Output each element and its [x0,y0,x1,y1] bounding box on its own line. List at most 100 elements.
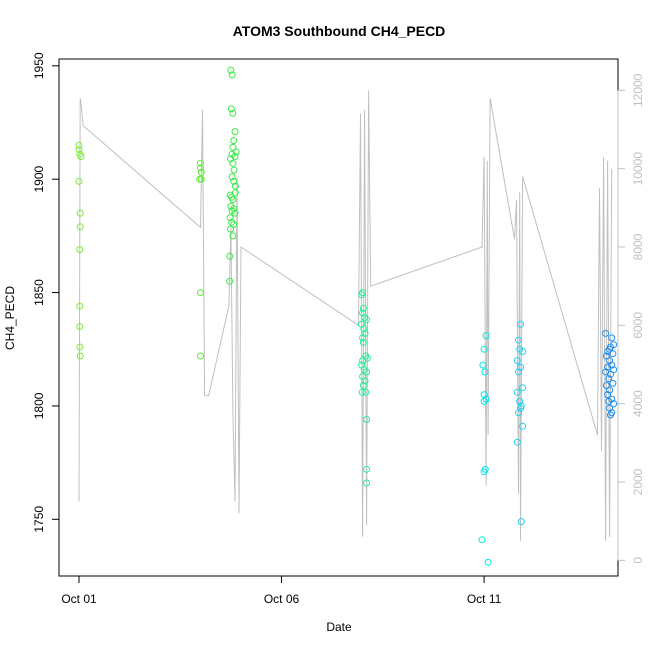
data-point [482,395,490,403]
data-point [228,71,236,79]
data-point [231,182,239,190]
data-point [606,357,614,365]
data-point [602,382,610,389]
data-point [76,223,84,231]
data-point [516,397,524,405]
data-point [230,137,238,145]
y2-tick-label: 2000 [631,468,645,495]
data-point [227,66,235,74]
data-point [519,422,527,430]
data-point [517,518,525,526]
y-axis-right: 0 2000 4000 6000 8000 10000 12000 [617,73,645,564]
data-point [602,329,610,337]
data-point [75,141,83,149]
data-point [75,177,83,185]
data-point [75,146,83,154]
data-point [482,332,490,340]
x-axis-label: Date [326,620,352,634]
y-tick-label: 1750 [32,506,46,533]
data-point [513,357,521,365]
y-tick-label: 1950 [32,52,46,79]
data-point [605,375,613,383]
y2-tick-label: 0 [631,557,645,564]
data-point [363,368,371,376]
data-point [231,209,239,217]
data-point [76,209,84,217]
data-point [197,168,205,176]
y-axis-label: CH4_PECD [3,286,17,350]
data-point [226,277,234,285]
data-point [517,404,524,412]
data-point [229,109,237,117]
data-point [513,438,521,446]
data-point [226,214,234,222]
data-point [515,368,522,376]
data-point [359,304,367,312]
y2-tick-label: 12000 [631,73,645,107]
data-point [363,416,371,423]
data-point [610,366,618,374]
data-point [230,205,238,213]
data-point [359,338,367,346]
data-point [519,348,527,355]
data-point [229,159,237,167]
data-point [604,363,612,371]
plot-frame [58,58,619,577]
data-point [361,377,369,385]
data-point [77,153,85,160]
data-point [358,291,366,299]
data-point [227,225,234,233]
data-point [197,289,204,297]
data-point [513,388,521,396]
data-point [363,479,371,487]
data-point [226,252,234,260]
data-point [76,302,84,310]
x-tick-label: Oct 06 [264,592,300,606]
data-point [515,336,522,344]
data-point [230,221,238,228]
data-point [606,345,614,353]
data-point [359,357,367,365]
data-point [606,386,614,394]
data-point [610,400,618,408]
scatter-series [75,66,618,566]
data-point [76,352,84,360]
data-point [479,361,487,369]
data-point [76,246,84,253]
x-axis: Oct 01 Oct 06 Oct 11 [61,575,502,606]
y2-tick-label: 10000 [631,152,645,186]
data-point [484,558,492,566]
data-point [480,345,488,353]
series-line [78,90,613,541]
data-point [478,536,486,544]
data-point [480,397,488,405]
data-point [363,316,371,324]
data-point [76,323,84,331]
y-axis-left: 1750 1800 1850 1900 1950 [32,52,59,533]
data-point [363,465,371,473]
y-tick-label: 1850 [32,279,46,306]
data-point [607,370,614,378]
data-point [359,309,367,317]
x-tick-label: Oct 11 [467,592,502,606]
data-point [360,325,368,333]
data-point [228,218,236,226]
data-point [229,196,237,204]
data-point [76,343,84,351]
data-point [229,143,237,151]
data-point [608,361,616,369]
data-point [362,388,370,396]
data-point [359,382,367,389]
data-point [359,334,367,342]
y2-tick-label: 6000 [631,312,645,339]
y-tick-label: 1900 [32,166,46,193]
data-point [360,366,368,374]
data-point [604,391,612,399]
data-point [480,391,488,399]
data-point [358,388,366,396]
data-point [197,175,205,183]
y2-tick-label: 8000 [631,233,645,260]
data-point [519,384,527,392]
data-point [606,404,614,412]
